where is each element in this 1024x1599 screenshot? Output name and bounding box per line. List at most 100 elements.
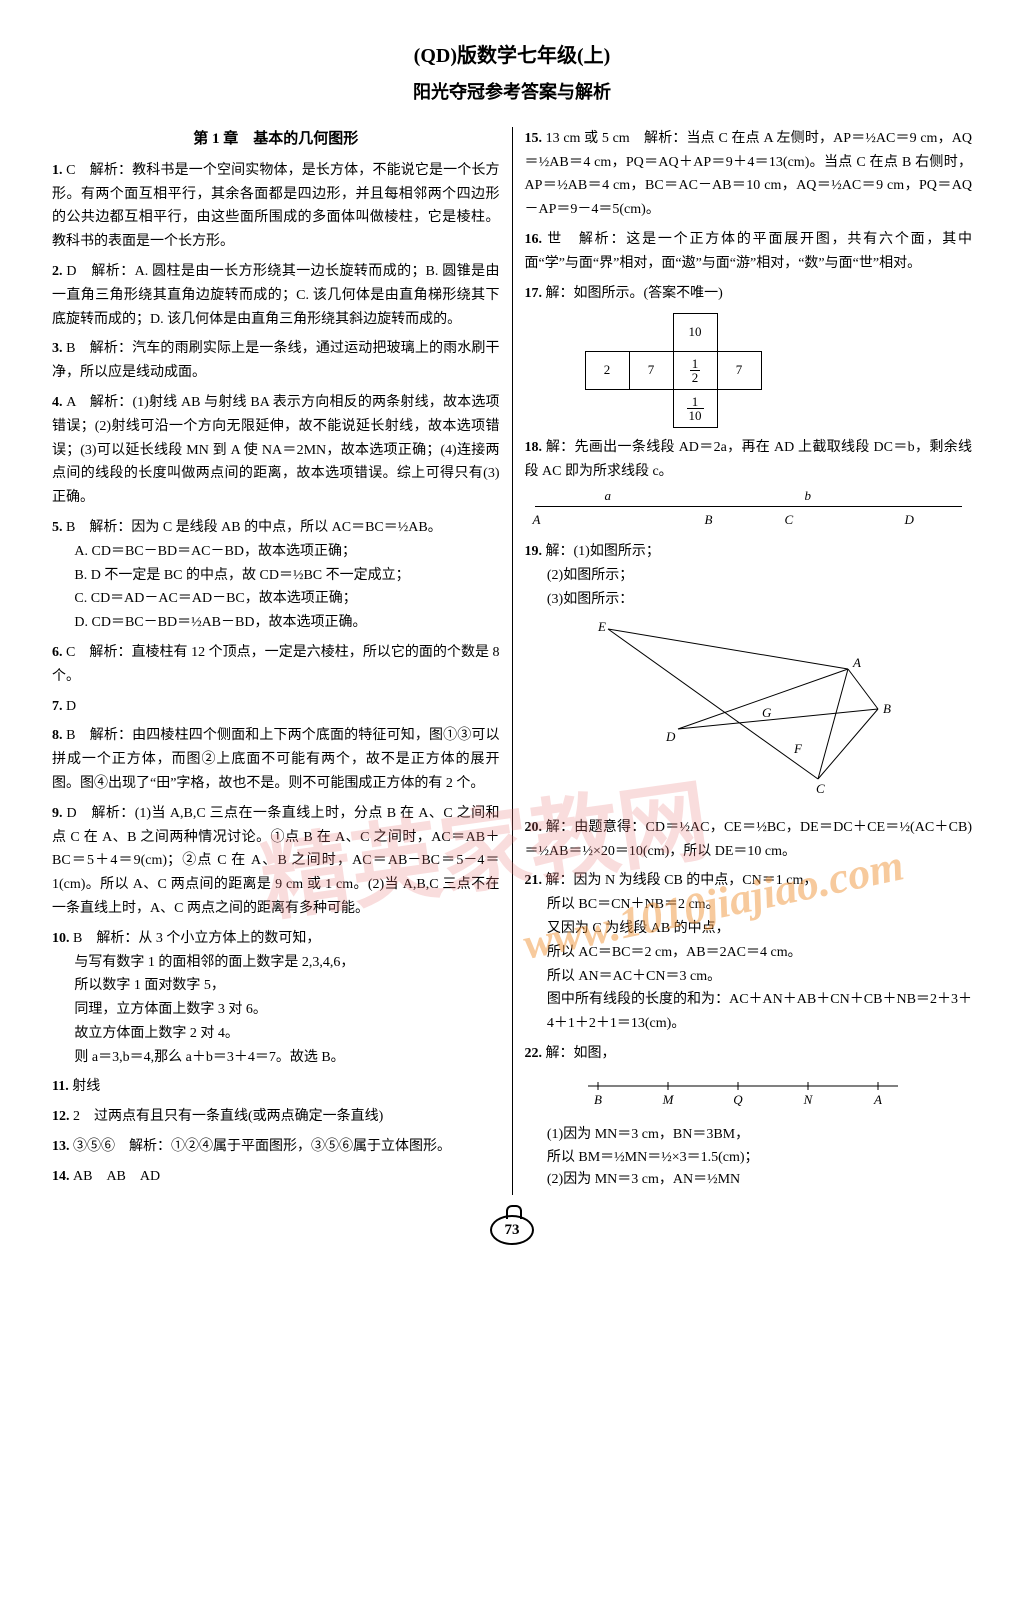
number-line-22: B M Q N A [525,1074,973,1116]
item-text: 解：因为 N 为线段 CB 的中点，CN＝1 cm， [546,873,818,888]
item-number: 20. [525,820,546,835]
item-answer: 13 cm 或 5 cm [546,131,630,146]
header-title-2: 阳光夺冠参考答案与解析 [40,78,984,107]
item-text: 解：如图所示。(答案不唯一) [546,286,723,301]
item-number: 7. [52,699,66,714]
item-number: 4. [52,395,66,410]
item-10-sub-4: 则 a＝3,b＝4,那么 a＋b＝3＋4＝7。故选 B。 [52,1046,500,1070]
item-answer: B [66,728,75,743]
item-text: 过两点有且只有一条直线(或两点确定一条直线) [94,1109,383,1124]
item-22-sub-1: 所以 BM＝½MN＝½×3＝1.5(cm)； [525,1147,973,1169]
item-number: 15. [525,131,546,146]
item-text: 解：由题意得：CD＝½AC，CE＝½BC，DE＝DC＋CE＝½(AC＋CB)＝½… [525,820,973,859]
item-number: 22. [525,1046,546,1061]
label-b: b [805,486,812,507]
pt-F: F [793,741,803,756]
item-10-sub-0: 与写有数字 1 的面相邻的面上数字是 2,3,4,6， [52,951,500,975]
item-answer: ③⑤⑥ [73,1139,115,1154]
item-number: 14. [52,1169,73,1184]
geom-figure-19: A B C D E F G [525,619,973,807]
item-text: 解析：由四棱柱四个侧面和上下两个底面的特征可知，图①③可以拼成一个正方体，而图②… [52,728,500,791]
item-number: 19. [525,544,546,559]
chapter-title: 第 1 章 基本的几何图形 [52,127,500,151]
item-number: 8. [52,728,66,743]
item-11: 11. 射线 [52,1075,500,1099]
item-5-sub-d: D. CD＝BC－BD＝½AB－BD，故本选项正确。 [52,611,500,635]
line-segment [535,506,963,507]
item-13: 13. ③⑤⑥ 解析：①②④属于平面图形，③⑤⑥属于立体图形。 [52,1135,500,1159]
item-21-sub-4: 图中所有线段的长度的和为：AC＋AN＋AB＋CN＋CB＋NB＝2＋3＋4＋1＋2… [525,988,973,1036]
item-text: 解析：直棱柱有 12 个顶点，一定是六棱柱，所以它的面的个数是 8 个。 [52,645,500,684]
item-10-sub-2: 同理，立方体面上数字 3 对 6。 [52,998,500,1022]
geom-svg: A B C D E F G [588,619,908,799]
nl-Q: Q [734,1092,744,1107]
item-7: 7. D [52,695,500,719]
label-A: A [533,510,541,531]
item-21-sub-0: 所以 BC＝CN＋NB＝2 cm。 [525,893,973,917]
item-21-sub-1: 又因为 C 为线段 AB 的中点， [525,917,973,941]
label-a: a [605,486,612,507]
item-9: 9. D 解析：(1)当 A,B,C 三点在一条直线上时，分点 B 在 A、C … [52,802,500,921]
item-text: 解析：因为 C 是线段 AB 的中点，所以 AC＝BC＝½AB。 [89,520,441,535]
item-text: 解析：①②④属于平面图形，③⑤⑥属于立体图形。 [129,1139,451,1154]
item-text: 解析：A. 圆柱是由一长方形绕其一边长旋转而成的；B. 圆锥是由一直角三角形绕其… [52,264,500,327]
item-answer: B [66,520,75,535]
page-header: (QD)版数学七年级(上) 阳光夺冠参考答案与解析 [40,40,984,107]
pt-B: B [883,701,891,716]
item-number: 5. [52,520,66,535]
item-10: 10. B 解析：从 3 个小立方体上的数可知， 与写有数字 1 的面相邻的面上… [52,927,500,1070]
item-text: 解：先画出一条线段 AD＝2a，再在 AD 上截取线段 DC＝b，剩余线段 AC… [525,440,973,479]
item-number: 17. [525,286,546,301]
item-14: 14. AB AB AD [52,1165,500,1189]
item-number: 21. [525,873,546,888]
item-answer: 世 [547,232,563,247]
item-text: 解析：从 3 个小立方体上的数可知， [96,931,320,946]
page-number-container: 73 [40,1215,984,1245]
item-answer: B [73,931,82,946]
pt-G: G [762,705,772,720]
item-12: 12. 2 过两点有且只有一条直线(或两点确定一条直线) [52,1105,500,1129]
item-16: 16. 世 解析：这是一个正方体的平面展开图，共有六个面，其中面“学”与面“界”… [525,228,973,276]
item-17: 17. 解：如图所示。(答案不唯一) [525,282,973,306]
item-4: 4. A 解析：(1)射线 AB 与射线 BA 表示方向相反的两条射线，故本选项… [52,391,500,510]
item-number: 9. [52,806,66,821]
net-cell: 7 [717,352,761,390]
net-cell: 12 [673,352,717,390]
item-number: 2. [52,264,66,279]
net-diagram-17: 10 2 7 12 7 110 [585,313,973,428]
item-3: 3. B 解析：汽车的雨刷实际上是一条线，通过运动把玻璃上的雨水刷干净，所以应是… [52,337,500,385]
net-cell: 2 [585,352,629,390]
item-18: 18. 解：先画出一条线段 AD＝2a，再在 AD 上截取线段 DC＝b，剩余线… [525,436,973,484]
item-8: 8. B 解析：由四棱柱四个侧面和上下两个底面的特征可知，图①③可以拼成一个正方… [52,724,500,795]
item-number: 1. [52,163,66,178]
item-19: 19. 解：(1)如图所示； (2)如图所示； (3)如图所示： [525,540,973,611]
right-column: 15. 13 cm 或 5 cm 解析：当点 C 在点 A 左侧时，AP＝½AC… [513,127,985,1195]
item-19-sub-1: (3)如图所示： [525,588,973,612]
nl-N: N [803,1092,814,1107]
item-answer: 2 [73,1109,80,1124]
item-21: 21. 解：因为 N 为线段 CB 的中点，CN＝1 cm， 所以 BC＝CN＋… [525,869,973,1036]
pt-C: C [816,781,825,796]
item-answer: AB AB AD [73,1169,160,1184]
item-6: 6. C 解析：直棱柱有 12 个顶点，一定是六棱柱，所以它的面的个数是 8 个… [52,641,500,689]
item-text: 解：(1)如图所示； [546,544,660,559]
item-15: 15. 13 cm 或 5 cm 解析：当点 C 在点 A 左侧时，AP＝½AC… [525,127,973,222]
net-cell: 7 [629,352,673,390]
page-number: 73 [490,1215,534,1245]
item-text: 解析：教科书是一个空间实物体，是长方体，不能说它是一个长方形。有两个面互相平行，… [52,163,500,249]
item-answer: 射线 [72,1079,100,1094]
net-table: 10 2 7 12 7 110 [585,313,762,428]
item-text: 解析：(1)射线 AB 与射线 BA 表示方向相反的两条射线，故本选项错误；(2… [52,395,500,505]
pt-A: A [852,655,861,670]
item-19-sub-0: (2)如图所示； [525,564,973,588]
nl-M: M [662,1092,675,1107]
page: 精英家教网 www.1010jiajiao.com (QD)版数学七年级(上) … [0,0,1024,1275]
item-number: 12. [52,1109,73,1124]
item-number: 10. [52,931,73,946]
net-cell: 10 [673,314,717,352]
nl-B: B [594,1092,602,1107]
label-B: B [705,510,713,531]
label-C: C [785,510,794,531]
item-answer: B [66,341,75,356]
item-text: 解析：汽车的雨刷实际上是一条线，通过运动把玻璃上的雨水刷干净，所以应是线动成面。 [52,341,500,380]
